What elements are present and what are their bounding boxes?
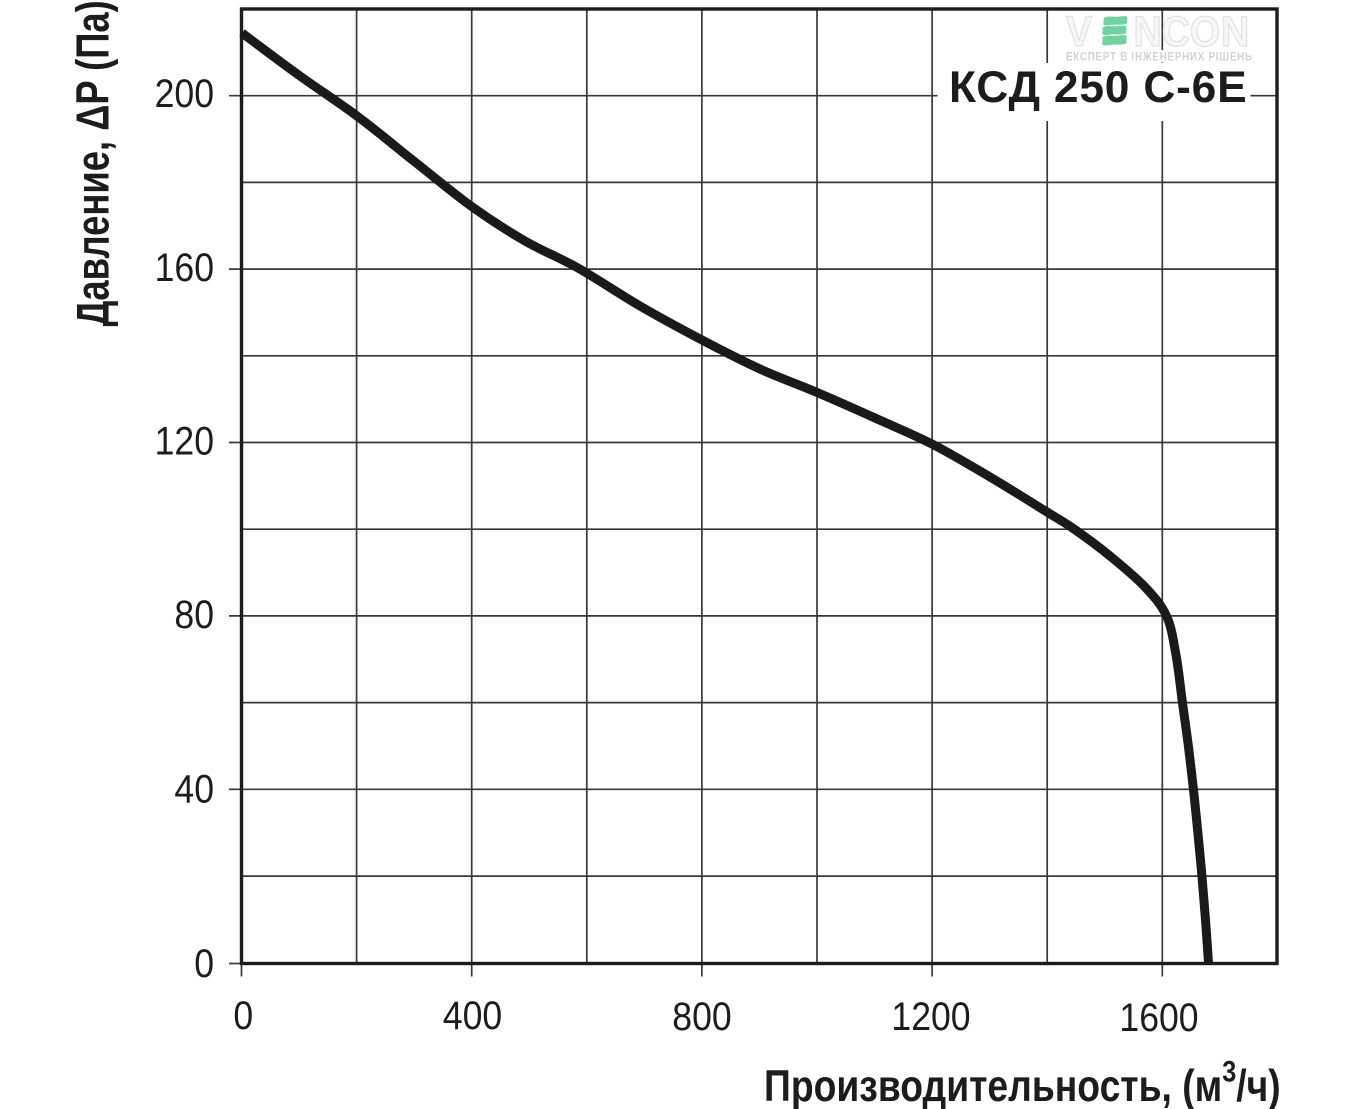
svg-text:1600: 1600	[1119, 996, 1198, 1040]
svg-text:80: 80	[174, 593, 214, 637]
svg-text:800: 800	[672, 995, 731, 1039]
svg-text:N: N	[1134, 7, 1162, 55]
svg-text:400: 400	[443, 994, 502, 1038]
svg-text:ЕКСПЕРТ В ІНЖЕНЕРНИХ РІШЕНЬ: ЕКСПЕРТ В ІНЖЕНЕРНИХ РІШЕНЬ	[1066, 51, 1253, 64]
svg-text:0: 0	[233, 994, 253, 1038]
svg-text:200: 200	[155, 72, 214, 116]
svg-text:160: 160	[155, 246, 214, 290]
svg-text:O: O	[1190, 7, 1220, 55]
svg-text:120: 120	[155, 420, 214, 464]
svg-text:40: 40	[174, 768, 214, 812]
svg-text:N: N	[1221, 7, 1249, 55]
svg-text:Давление, ΔP (Па): Давление, ΔP (Па)	[66, 0, 118, 326]
svg-text:КСД 250 С-6Е: КСД 250 С-6Е	[949, 63, 1247, 112]
svg-text:1200: 1200	[891, 995, 970, 1039]
svg-text:V: V	[1066, 7, 1092, 55]
svg-text:0: 0	[194, 942, 214, 986]
svg-text:C: C	[1162, 7, 1190, 55]
svg-text:Производительность, (м3/ч): Производительность, (м3/ч)	[764, 1055, 1281, 1109]
